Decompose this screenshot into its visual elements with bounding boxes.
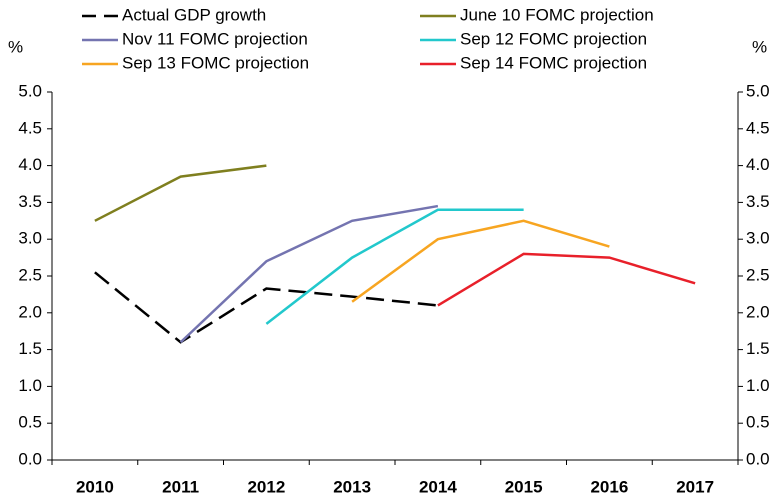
y2-tick-label: 2.0 bbox=[746, 302, 770, 321]
y2-tick-label: 0.5 bbox=[746, 413, 770, 432]
y-tick-label: 2.0 bbox=[18, 302, 42, 321]
legend-label: June 10 FOMC projection bbox=[460, 5, 654, 24]
y2-tick-label: 2.5 bbox=[746, 265, 770, 284]
x-tick-label: 2015 bbox=[505, 477, 543, 496]
x-tick-label: 2017 bbox=[676, 477, 714, 496]
x-tick-label: 2011 bbox=[162, 477, 199, 496]
x-tick-label: 2012 bbox=[247, 477, 285, 496]
series-line bbox=[351, 219, 610, 303]
legend-label: Actual GDP growth bbox=[122, 5, 266, 24]
y2-axis-label: % bbox=[752, 37, 767, 56]
legend-label: Nov 11 FOMC projection bbox=[122, 29, 308, 48]
x-tick-label: 2010 bbox=[76, 477, 114, 496]
y-tick-label: 1.0 bbox=[18, 376, 42, 395]
y-axis-label: % bbox=[8, 37, 23, 56]
series-line bbox=[94, 271, 439, 344]
series-line bbox=[437, 252, 696, 307]
y2-tick-label: 3.5 bbox=[746, 192, 770, 211]
y2-tick-label: 1.5 bbox=[746, 339, 770, 358]
y2-tick-label: 3.0 bbox=[746, 229, 770, 248]
x-tick-label: 2013 bbox=[333, 477, 371, 496]
series-line bbox=[94, 164, 267, 222]
y-tick-label: 2.5 bbox=[18, 265, 42, 284]
y2-tick-label: 4.5 bbox=[746, 118, 770, 137]
y2-tick-label: 5.0 bbox=[746, 81, 770, 100]
y-tick-label: 0.5 bbox=[18, 413, 42, 432]
legend-label: Sep 14 FOMC projection bbox=[460, 53, 647, 72]
series-line bbox=[265, 208, 524, 325]
y2-tick-label: 0.0 bbox=[746, 449, 770, 468]
y-tick-label: 3.0 bbox=[18, 229, 42, 248]
series-line bbox=[179, 204, 439, 344]
x-tick-label: 2014 bbox=[419, 477, 457, 496]
y-tick-label: 4.5 bbox=[18, 118, 42, 137]
legend-label: Sep 12 FOMC projection bbox=[460, 29, 647, 48]
y-tick-label: 3.5 bbox=[18, 192, 42, 211]
legend-label: Sep 13 FOMC projection bbox=[122, 53, 309, 72]
x-tick-label: 2016 bbox=[590, 477, 628, 496]
y-tick-label: 0.0 bbox=[18, 449, 42, 468]
y2-tick-label: 4.0 bbox=[746, 155, 770, 174]
y2-tick-label: 1.0 bbox=[746, 376, 770, 395]
y-tick-label: 4.0 bbox=[18, 155, 42, 174]
y-tick-label: 5.0 bbox=[18, 81, 42, 100]
y-tick-label: 1.5 bbox=[18, 339, 42, 358]
